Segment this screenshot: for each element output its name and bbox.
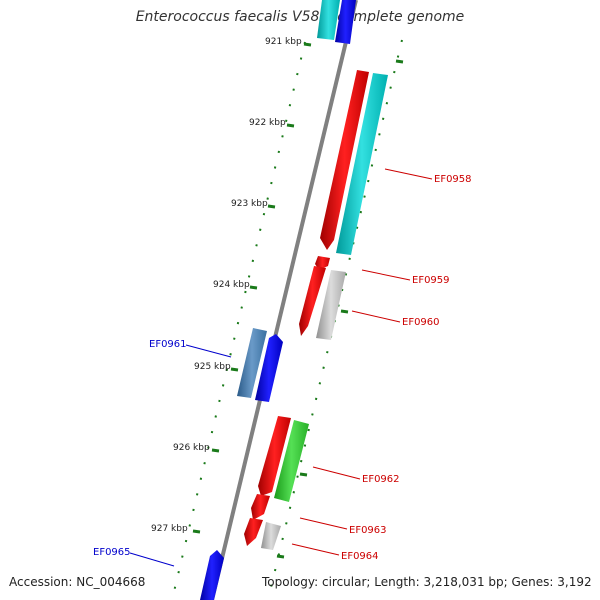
tick-mark xyxy=(276,554,285,559)
gene-ef0960-cds[interactable] xyxy=(299,266,326,336)
gene-ef0961-cds[interactable] xyxy=(255,334,283,402)
gene-ef0965-cds[interactable] xyxy=(200,550,224,600)
tick-label: 923 kbp xyxy=(231,199,268,209)
tick-marks xyxy=(192,42,404,559)
gene-ef0964-cds[interactable] xyxy=(244,518,263,546)
gene-top-cyan[interactable] xyxy=(317,0,340,40)
gene-ef0961-mrna[interactable] xyxy=(237,328,267,398)
gene-ef0959-cds[interactable] xyxy=(315,256,330,270)
gene-label-ef0964[interactable]: EF0964 xyxy=(341,551,379,562)
tick-mark xyxy=(340,309,349,314)
leader-line-ef0958 xyxy=(384,168,433,180)
gene-label-ef0965[interactable]: EF0965 xyxy=(93,547,131,558)
forward-strand-genes xyxy=(244,70,388,550)
tick-mark xyxy=(211,448,220,453)
gene-label-ef0961[interactable]: EF0961 xyxy=(149,339,187,350)
gene-ef0958-mrna[interactable] xyxy=(336,73,388,255)
gene-ef0963-cds[interactable] xyxy=(251,494,270,520)
genome-summary-text: Topology: circular; Length: 3,218,031 bp… xyxy=(262,575,592,589)
tick-label: 925 kbp xyxy=(194,362,231,372)
gene-ef0964-mrna[interactable] xyxy=(261,522,281,550)
accession-text: Accession: NC_004668 xyxy=(9,575,146,589)
tick-label: 922 kbp xyxy=(249,118,286,128)
tick-mark xyxy=(267,204,276,209)
tick-mark xyxy=(230,367,239,372)
tick-mark xyxy=(286,123,295,128)
tick-mark xyxy=(249,285,258,290)
gene-ef0962-mrna[interactable] xyxy=(274,420,309,502)
gene-label-ef0958[interactable]: EF0958 xyxy=(434,174,472,185)
gene-label-ef0959[interactable]: EF0959 xyxy=(412,275,450,286)
map-title: Enterococcus faecalis V583, complete gen… xyxy=(135,9,465,25)
leader-line-ef0960 xyxy=(351,310,401,323)
tick-label: 927 kbp xyxy=(151,524,188,534)
leader-line-ef0961 xyxy=(185,344,232,358)
tick-label: 924 kbp xyxy=(213,280,250,290)
leader-line-ef0963 xyxy=(299,517,348,530)
tick-mark xyxy=(395,59,404,64)
gene-top-blue[interactable] xyxy=(335,0,356,44)
gene-ef0962-cds[interactable] xyxy=(258,416,291,496)
leader-line-ef0965 xyxy=(129,552,175,567)
reverse-strand-genes xyxy=(200,0,356,600)
gene-ef0960-mrna[interactable] xyxy=(316,270,346,340)
leader-line-ef0959 xyxy=(361,269,411,281)
tick-mark xyxy=(303,42,312,47)
genome-backbone xyxy=(210,0,358,600)
leader-line-ef0964 xyxy=(291,543,340,556)
tick-label: 926 kbp xyxy=(173,443,210,453)
gene-label-ef0960[interactable]: EF0960 xyxy=(402,317,440,328)
gene-label-ef0963[interactable]: EF0963 xyxy=(349,525,387,536)
gene-ef0958-cds[interactable] xyxy=(320,70,369,250)
leader-line-ef0962 xyxy=(312,466,361,480)
tick-label: 921 kbp xyxy=(265,37,302,47)
tick-mark xyxy=(299,472,308,477)
tick-mark xyxy=(192,529,201,534)
gene-label-ef0962[interactable]: EF0962 xyxy=(362,474,400,485)
